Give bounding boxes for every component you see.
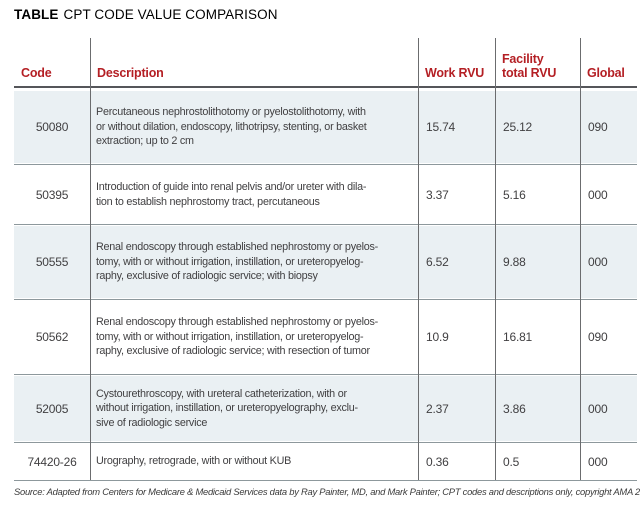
global-cell: 000	[588, 187, 608, 202]
description-cell: Percutaneous nephrostolithotomy or pyelo…	[96, 106, 367, 148]
column-header-global: Global	[587, 66, 625, 80]
facility-rvu-cell: 16.81	[503, 330, 533, 344]
column-divider	[495, 38, 496, 480]
source-attribution: Source: Adapted from Centers for Medicar…	[14, 486, 640, 497]
header-rule	[14, 86, 637, 88]
column-header-description: Description	[97, 66, 164, 80]
work-rvu-cell: 3.37	[426, 187, 449, 202]
description-cell: Urography, retrograde, with or without K…	[96, 455, 292, 468]
code-cell: 50555	[35, 255, 69, 269]
description-cell: Renal endoscopy through established neph…	[96, 241, 378, 283]
table-row: 50555 Renal endoscopy through establishe…	[14, 226, 637, 298]
global-cell: 090	[588, 330, 608, 344]
row-separator	[14, 442, 637, 443]
table-title: TABLE CPT CODE VALUE COMPARISON	[14, 7, 278, 22]
code-cell: 50395	[35, 187, 69, 202]
facility-rvu-cell: 25.12	[503, 120, 533, 134]
description-cell: Introduction of guide into renal pelvis …	[96, 180, 367, 208]
work-rvu-cell: 6.52	[426, 255, 449, 269]
facility-rvu-cell: 0.5	[503, 454, 520, 469]
code-cell: 74420-26	[27, 454, 77, 469]
table-row: 50395 Introduction of guide into renal p…	[14, 166, 637, 223]
facility-rvu-cell: 9.88	[503, 255, 526, 269]
column-header-code: Code	[21, 66, 52, 80]
code-cell: 50562	[35, 330, 69, 344]
work-rvu-cell: 0.36	[426, 454, 449, 469]
row-separator	[14, 374, 637, 375]
column-divider	[418, 38, 419, 480]
work-rvu-cell: 15.74	[426, 120, 456, 134]
column-divider	[90, 38, 91, 480]
facility-rvu-cell: 3.86	[503, 401, 526, 416]
code-cell: 52005	[35, 401, 69, 416]
description-cell: Renal endoscopy through established neph…	[96, 316, 378, 358]
table-row: 52005 Cystourethroscopy, with ureteral c…	[14, 376, 637, 441]
row-separator	[14, 164, 637, 165]
cpt-code-table: Code Description Work RVU Facility total…	[14, 38, 637, 482]
facility-rvu-cell: 5.16	[503, 187, 526, 202]
table-row: 74420-26 Urography, retrograde, with or …	[14, 444, 637, 479]
work-rvu-cell: 2.37	[426, 401, 449, 416]
global-cell: 000	[588, 454, 608, 469]
column-header-facility-total-rvu: Facility total RVU	[502, 52, 557, 80]
table-title-prefix: TABLE	[14, 7, 59, 22]
work-rvu-cell: 10.9	[426, 330, 449, 344]
row-separator	[14, 224, 637, 225]
table-title-text: CPT CODE VALUE COMPARISON	[63, 7, 278, 22]
global-cell: 090	[588, 120, 608, 134]
header-gap	[14, 89, 637, 90]
table-row: 50562 Renal endoscopy through establishe…	[14, 301, 637, 373]
global-cell: 000	[588, 255, 608, 269]
column-header-work-rvu: Work RVU	[425, 66, 485, 80]
row-separator	[14, 299, 637, 300]
table-bottom-rule	[14, 480, 637, 481]
column-divider	[580, 38, 581, 480]
code-cell: 50080	[35, 120, 69, 134]
table-row: 50080 Percutaneous nephrostolithotomy or…	[14, 91, 637, 163]
table-header-row: Code Description Work RVU Facility total…	[14, 38, 637, 86]
description-cell: Cystourethroscopy, with ureteral cathete…	[96, 387, 358, 429]
global-cell: 000	[588, 401, 608, 416]
